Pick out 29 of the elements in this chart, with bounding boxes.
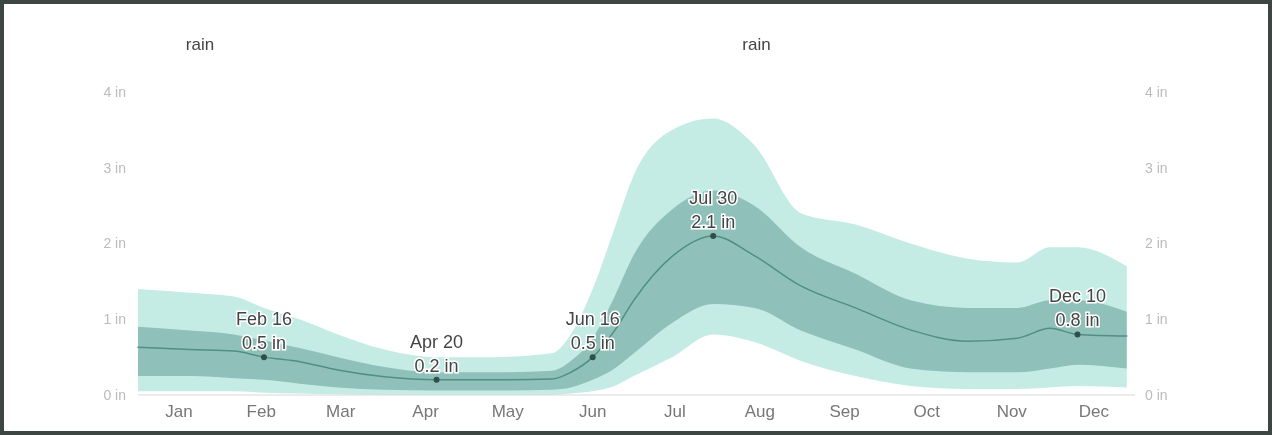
x-tick-label: Jan: [165, 402, 193, 421]
x-tick-label: Jun: [578, 402, 607, 421]
x-tick-label: Sep: [829, 402, 860, 421]
annotation: Apr 20 0.2 in: [410, 331, 464, 376]
annotation: Feb 16 0.5 in: [235, 309, 293, 354]
y2-tick-label: 4 in: [1145, 83, 1168, 100]
chart-title: rain: [742, 35, 771, 54]
x-tick-label: Apr: [412, 402, 440, 421]
y2-tick-label: 0 in: [1145, 386, 1168, 403]
y-tick-label: 0 in: [103, 386, 126, 403]
x-tick-label: Aug: [744, 402, 775, 421]
y2-tick-label: 1 in: [1145, 311, 1168, 328]
x-tick-label: Nov: [996, 402, 1028, 421]
x-tick-label: Oct: [913, 402, 941, 421]
y-axis-title: rain: [185, 35, 215, 54]
x-tick-label: May: [491, 402, 525, 421]
x-tick-label: Feb: [246, 402, 276, 421]
y-tick-label: 3 in: [103, 159, 126, 176]
x-tick-label: Jul: [663, 402, 686, 421]
y2-tick-label: 3 in: [1145, 159, 1168, 176]
x-tick-label: Dec: [1078, 402, 1110, 421]
y2-tick-label: 2 in: [1145, 235, 1168, 252]
y-tick-label: 2 in: [103, 235, 126, 252]
x-tick-label: Mar: [326, 402, 356, 421]
annotation: Jul 30 2.1 in: [689, 187, 738, 232]
y-tick-label: 4 in: [103, 83, 126, 100]
y-tick-label: 1 in: [103, 311, 126, 328]
annotation: Jun 16 0.5 in: [565, 309, 620, 354]
annotation: Dec 10 0.8 in: [1048, 286, 1106, 331]
